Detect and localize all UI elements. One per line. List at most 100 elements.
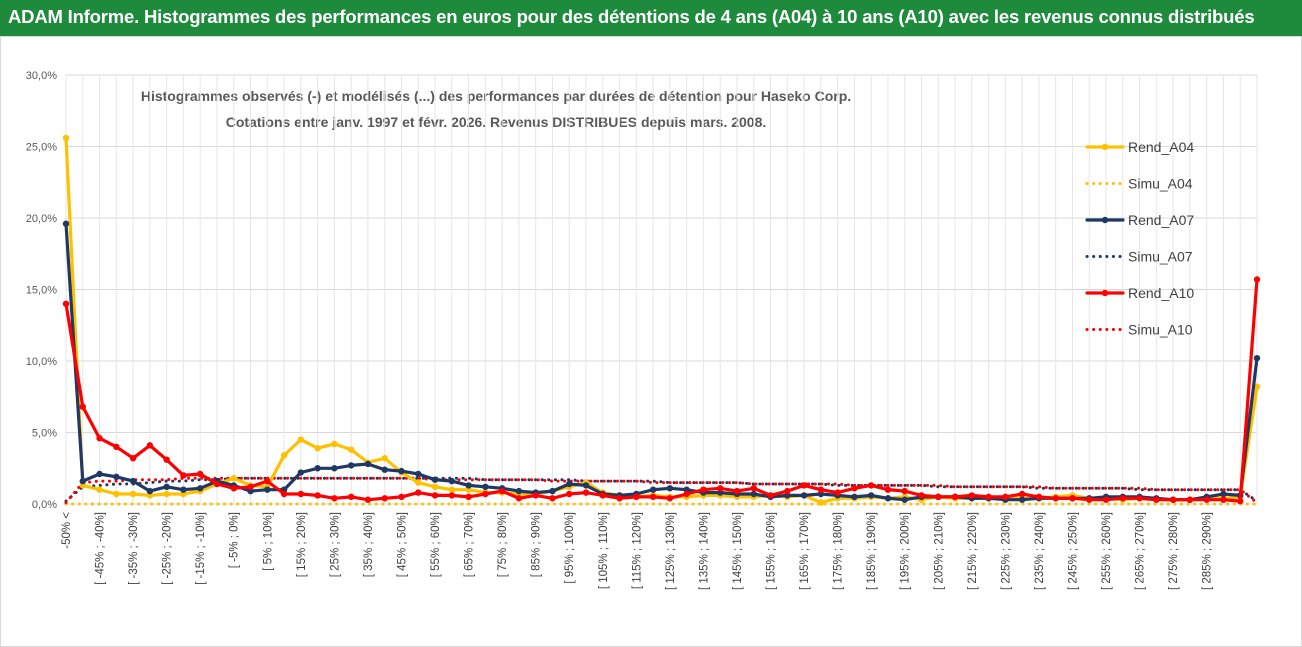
data-point [968,492,976,499]
x-tick-label: [ 225% ; 230%] [1000,512,1012,590]
x-tick-label: [ 45% ; 50%] [396,512,408,577]
data-point [79,477,86,485]
data-point [1119,495,1127,502]
data-point [381,495,388,502]
data-point [767,492,774,499]
series-rend-a07 [62,220,1261,503]
grid [65,74,1258,505]
data-point [431,492,439,499]
data-point [1220,490,1227,498]
data-point [1253,354,1261,362]
data-point [314,445,321,452]
data-point [800,492,808,499]
data-point [582,482,590,489]
data-point [717,485,724,492]
series-line [64,222,1259,502]
x-tick-label: [ 155% ; 160%] [766,512,778,590]
data-point [196,470,204,478]
y-tick-label: 20,0% [26,213,57,225]
series-line [64,277,1259,503]
legend-item: Simu_A10 [1085,322,1193,338]
data-point [1069,495,1076,502]
data-point [398,467,405,475]
series-line [64,476,1259,503]
data-point [297,490,305,498]
data-point [1018,490,1026,498]
data-point [364,496,372,503]
data-point [129,477,137,485]
data-point [1237,497,1244,505]
data-point [448,486,456,493]
x-tick-label: [ -45% ; -40%] [95,512,107,585]
x-tick-label: [ 105% ; 110%] [598,512,610,589]
data-point [482,490,489,498]
x-tick-label: [ -5% ; 0%] [229,512,241,568]
data-point [1153,496,1160,503]
data-point [1253,383,1261,390]
data-point [297,469,305,476]
data-point [616,495,623,502]
header-title: ADAM Informe. Histogrammes des performan… [8,6,1255,27]
data-point [264,486,271,493]
series-line [64,476,1259,505]
data-point [1086,496,1093,503]
legend-label: Rend_A07 [1128,212,1194,228]
data-point [146,442,154,449]
data-point [633,493,640,501]
data-point [180,472,187,479]
data-point [62,300,70,307]
data-point [415,470,422,478]
data-point [666,485,674,492]
series-rend-a04 [62,134,1261,506]
chart-panel: Histogrammes observés (-) et modélisés (… [0,36,1302,647]
data-point [498,487,506,495]
data-point [851,485,858,492]
x-tick-label: [ -25% ; -20%] [162,512,174,585]
data-point [230,475,237,482]
y-tick-label: 0,0% [32,499,57,511]
data-point [163,456,170,463]
data-point [280,452,288,459]
data-point [1203,496,1210,503]
data-point [901,496,908,503]
data-point [113,473,120,481]
x-tick-label: [ 245% ; 250%] [1067,512,1079,590]
series-rend-a10 [62,276,1261,505]
data-point [532,492,539,499]
y-tick-label: 10,0% [26,356,57,368]
data-point [364,460,372,468]
data-point [448,492,456,499]
data-point [566,490,573,498]
x-tick-label: [ 145% ; 150%] [732,512,744,590]
data-point [113,443,120,450]
data-point [817,499,825,506]
data-point [851,493,858,501]
data-point [649,493,657,501]
data-point [448,477,456,485]
data-point [935,493,942,501]
legend-item: Simu_A07 [1085,249,1193,265]
x-tick-label: [ 185% ; 190%] [866,512,878,590]
data-point [297,436,305,443]
data-point [1169,496,1177,503]
legend-marker [1101,216,1109,224]
x-tick-label: [ 195% ; 200%] [900,512,912,590]
data-point [599,492,606,499]
data-point [884,486,892,493]
data-point [331,465,338,472]
x-tick-label: [ 215% ; 220%] [967,512,979,590]
y-tick-label: 15,0% [26,285,57,297]
x-tick-label: [ 25% ; 30%] [329,512,341,577]
data-point [431,483,439,491]
x-tick-label: [ 255% ; 260%] [1101,512,1113,590]
data-point [96,435,103,442]
chart-title-line2: Cotations entre janv. 1997 et févr. 2026… [225,114,767,130]
data-point [146,487,154,495]
data-point [867,492,875,499]
x-tick-label: [ 35% ; 40%] [363,512,375,577]
legend-label: Simu_A07 [1128,249,1193,265]
x-tick-label: [ 95% ; 100%] [564,512,576,584]
x-tick-label: [ 165% ; 170%] [799,512,811,590]
data-point [750,485,757,492]
series-line [64,136,1259,505]
